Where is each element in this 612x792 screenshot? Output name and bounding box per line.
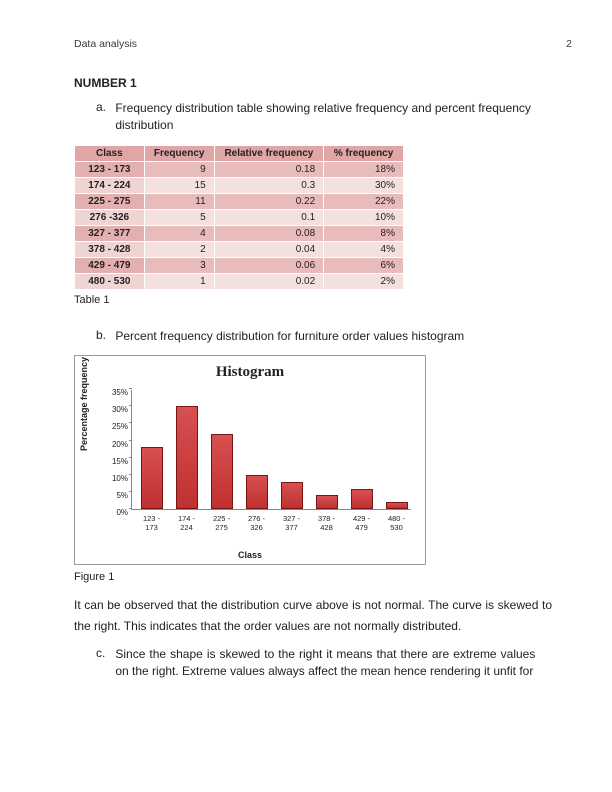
table-cell: 378 - 428 [75,241,145,257]
table-cell: 2% [324,273,404,289]
table-header-cell: % frequency [324,145,404,161]
observation-paragraph: It can be observed that the distribution… [74,595,552,636]
x-tick-label: 378 - 428 [312,514,342,532]
plot-area: 0%5%10%15%20%25%30%35%123 - 173174 - 224… [131,390,411,510]
table-cell: 10% [324,209,404,225]
table-header-cell: Frequency [144,145,214,161]
item-c-text: Since the shape is skewed to the right i… [115,646,535,681]
table-cell: 22% [324,193,404,209]
table-cell: 4 [144,225,214,241]
table-cell: 0.06 [214,257,324,273]
page-number: 2 [566,38,572,50]
table-cell: 480 - 530 [75,273,145,289]
table-cell: 2 [144,241,214,257]
table-row: 225 - 275110.2222% [75,193,404,209]
item-a-label: a. [96,100,112,114]
table-cell: 225 - 275 [75,193,145,209]
running-header-title: Data analysis [74,38,137,50]
table-cell: 4% [324,241,404,257]
table-cell: 18% [324,161,404,177]
figure-caption: Figure 1 [74,571,552,583]
table-header-cell: Class [75,145,145,161]
x-tick-label: 480 - 530 [382,514,412,532]
table-cell: 30% [324,177,404,193]
y-axis-label: Percentage frequency [79,357,89,451]
histogram-bar [141,447,163,509]
x-tick-label: 429 - 479 [347,514,377,532]
histogram-bar [281,482,303,509]
chart-title: Histogram [85,364,415,381]
table-cell: 0.22 [214,193,324,209]
x-tick-label: 123 - 173 [137,514,167,532]
table-row: 327 - 37740.088% [75,225,404,241]
y-tick-label: 15% [102,458,128,466]
table-row: 480 - 53010.022% [75,273,404,289]
item-b-text: Percent frequency distribution for furni… [115,328,535,345]
x-tick-label: 174 - 224 [172,514,202,532]
histogram-bar [211,434,233,509]
table-cell: 15 [144,177,214,193]
table-cell: 0.04 [214,241,324,257]
table-cell: 5 [144,209,214,225]
x-tick-label: 276 - 326 [242,514,272,532]
table-caption: Table 1 [74,294,552,306]
table-row: 276 -32650.110% [75,209,404,225]
table-cell: 174 - 224 [75,177,145,193]
y-tick-label: 5% [102,492,128,500]
table-row: 174 - 224150.330% [75,177,404,193]
y-tick-label: 0% [102,509,128,517]
table-row: 429 - 47930.066% [75,257,404,273]
y-tick-label: 20% [102,441,128,449]
histogram-chart: Histogram Percentage frequency 0%5%10%15… [74,355,426,565]
table-cell: 0.08 [214,225,324,241]
item-b-label: b. [96,328,112,342]
table-cell: 1 [144,273,214,289]
table-cell: 9 [144,161,214,177]
y-tick-label: 30% [102,406,128,414]
table-cell: 0.02 [214,273,324,289]
table-row: 378 - 42820.044% [75,241,404,257]
table-cell: 8% [324,225,404,241]
x-axis-label: Class [75,550,425,560]
y-tick-label: 10% [102,475,128,483]
histogram-bar [176,406,198,509]
frequency-table: ClassFrequencyRelative frequency% freque… [74,145,404,290]
item-c-label: c. [96,646,112,660]
table-cell: 429 - 479 [75,257,145,273]
y-tick-label: 35% [102,389,128,397]
table-header-cell: Relative frequency [214,145,324,161]
histogram-bar [246,475,268,509]
table-cell: 0.18 [214,161,324,177]
histogram-bar [386,502,408,509]
y-tick-label: 25% [102,423,128,431]
histogram-bar [316,495,338,509]
table-cell: 123 - 173 [75,161,145,177]
x-tick-label: 225 - 275 [207,514,237,532]
table-cell: 6% [324,257,404,273]
table-cell: 0.1 [214,209,324,225]
table-cell: 276 -326 [75,209,145,225]
histogram-bar [351,489,373,510]
table-row: 123 - 17390.1818% [75,161,404,177]
section-title: NUMBER 1 [74,76,552,90]
x-tick-label: 327 - 377 [277,514,307,532]
item-a-text: Frequency distribution table showing rel… [115,100,535,135]
table-cell: 11 [144,193,214,209]
table-cell: 0.3 [214,177,324,193]
table-cell: 3 [144,257,214,273]
table-cell: 327 - 377 [75,225,145,241]
